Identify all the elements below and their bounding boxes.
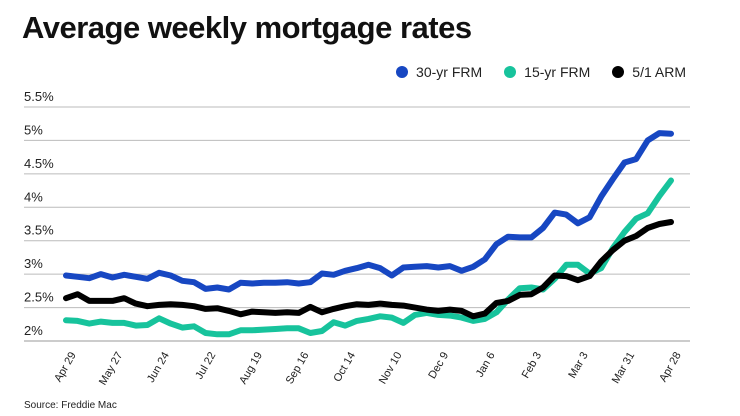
x-tick-label: Mar 3 bbox=[566, 350, 590, 380]
y-tick-label: 2.5% bbox=[24, 290, 54, 305]
legend-item-30yr: 30-yr FRM bbox=[396, 64, 482, 80]
legend-label: 5/1 ARM bbox=[632, 64, 686, 80]
legend: 30-yr FRM 15-yr FRM 5/1 ARM bbox=[396, 64, 686, 80]
x-tick-label: Feb 3 bbox=[520, 350, 544, 380]
x-tick-label: Oct 14 bbox=[331, 350, 358, 384]
y-tick-label: 3.5% bbox=[24, 223, 54, 238]
x-tick-label: Nov 10 bbox=[377, 350, 405, 386]
y-tick-label: 5% bbox=[24, 122, 43, 137]
legend-dot bbox=[396, 66, 409, 78]
source-note: Source: Freddie Mac bbox=[24, 400, 117, 411]
chart-title: Average weekly mortgage rates bbox=[22, 10, 472, 45]
y-tick-label: 4.5% bbox=[24, 156, 54, 171]
x-tick-label: Jun 24 bbox=[145, 350, 172, 385]
legend-dot bbox=[612, 66, 625, 78]
x-tick-label: May 27 bbox=[97, 350, 125, 387]
series-line-1 bbox=[63, 177, 674, 338]
legend-label: 15-yr FRM bbox=[524, 64, 591, 80]
y-tick-label: 3% bbox=[24, 256, 43, 271]
x-tick-label: Apr 28 bbox=[657, 350, 684, 384]
series-line-2 bbox=[63, 219, 674, 320]
x-tick-label: Dec 9 bbox=[426, 350, 451, 381]
legend-dot bbox=[504, 66, 517, 78]
x-tick-label: Mar 31 bbox=[610, 350, 638, 386]
x-tick-label: Aug 19 bbox=[237, 350, 265, 386]
y-tick-label: 2% bbox=[24, 323, 43, 338]
legend-item-15yr: 15-yr FRM bbox=[504, 64, 590, 80]
legend-item-arm: 5/1 ARM bbox=[612, 64, 686, 80]
y-tick-label: 4% bbox=[24, 189, 43, 204]
series-line-0 bbox=[63, 130, 674, 293]
x-tick-label: Sep 16 bbox=[284, 350, 312, 386]
y-tick-label: 5.5% bbox=[24, 89, 54, 104]
legend-label: 30-yr FRM bbox=[416, 64, 483, 80]
x-tick-label: Jan 6 bbox=[474, 350, 498, 379]
x-tick-label: Apr 29 bbox=[52, 350, 79, 384]
x-tick-label: Jul 22 bbox=[193, 350, 218, 381]
